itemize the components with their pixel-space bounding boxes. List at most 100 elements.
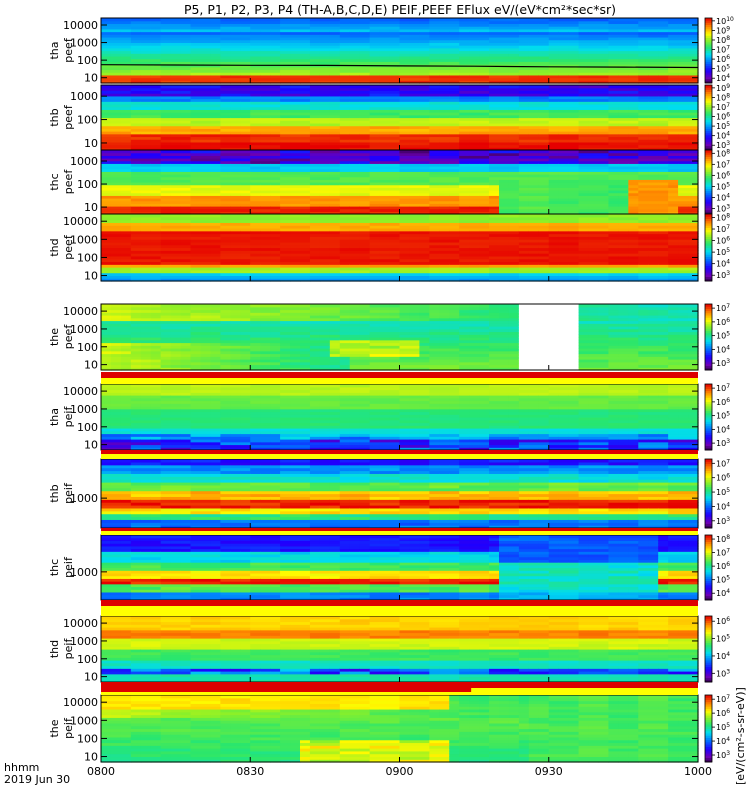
heatmap-cell [220,66,231,71]
heatmap-cell [379,61,391,65]
heatmap-cell [101,147,112,151]
heatmap-cell [329,36,341,41]
heatmap-cell [479,66,490,71]
heatmap-cell [240,66,251,71]
heatmap-cell [170,103,182,108]
heatmap-cell [120,112,132,116]
heatmap-cell [429,20,440,25]
heatmap-cell [409,18,420,22]
heatmap-cell [618,80,629,84]
heatmap-cell [230,55,241,60]
heatmap-cell [140,58,152,62]
heatmap-cell [220,47,231,52]
heatmap-cell [270,31,281,35]
heatmap-cell [140,133,152,138]
heatmap-cell [459,72,470,76]
heatmap-cell [160,31,172,35]
heatmap-cell [558,28,570,33]
heatmap-cell [558,69,570,73]
heatmap-cell [658,31,669,35]
heatmap-cell [150,139,162,143]
heatmap-cell [120,117,132,121]
heatmap-cell [309,136,321,140]
heatmap-cell [290,85,301,89]
heatmap-cell [489,69,500,73]
heatmap-cell [359,77,371,81]
heatmap-cell [389,23,401,27]
heatmap-cell [518,23,530,27]
heatmap-cell [220,18,231,22]
heatmap-cell [190,125,202,129]
heatmap-cell [399,61,411,65]
heatmap-cell [628,50,639,54]
heatmap-cell [140,64,152,68]
heatmap-cell [210,45,221,49]
heatmap-cell [469,53,480,57]
heatmap-cell [668,47,679,52]
heatmap-cell [300,106,311,110]
heatmap-cell [499,28,510,33]
heatmap-cell [598,53,610,57]
heatmap-cell [300,66,311,71]
heatmap-cell [638,66,649,71]
heatmap-cell [339,66,351,71]
heatmap-cell [379,53,391,57]
heatmap-cell [260,85,271,89]
heatmap-cell [200,39,212,43]
heatmap-cell [459,61,470,65]
heatmap-cell [190,112,202,116]
heatmap-cell [309,50,321,54]
heatmap-cell [130,139,142,143]
heatmap-cell [568,36,580,41]
heatmap-cell [130,112,142,116]
heatmap-cell [389,26,401,30]
heatmap-cell [210,95,221,100]
heatmap-cell [558,53,570,57]
heatmap-cell [598,18,610,22]
heatmap-cell [598,47,610,52]
heatmap-cell [479,42,490,46]
heatmap-cell [459,18,470,22]
heatmap-cell [270,136,281,140]
heatmap-cell [240,42,251,46]
heatmap-cell [280,42,291,46]
heatmap-cell [399,26,411,30]
heatmap-cell [120,106,132,110]
heatmap-cell [349,47,361,52]
heatmap-cell [648,36,659,41]
heatmap-cell [101,69,112,73]
heatmap-cell [101,214,112,218]
y-tick-label: 100 [77,54,98,67]
heatmap-cell [230,128,241,132]
heatmap-cell [120,125,132,129]
heatmap-cell [190,85,202,89]
heatmap-cell [260,31,271,35]
heatmap-cell [518,72,530,76]
heatmap-cell [568,31,580,35]
heatmap-cell [608,39,619,43]
heatmap-cell [230,20,241,25]
heatmap-cell [499,61,510,65]
heatmap-cell [548,64,560,68]
heatmap-cell [538,23,550,27]
heatmap-cell [110,45,122,49]
heatmap-cell [479,53,490,57]
heatmap-cell [379,69,391,73]
heatmap-cell [439,50,450,54]
heatmap-cell [518,53,530,57]
heatmap-cell [588,80,600,84]
heatmap-cell [678,28,689,33]
heatmap-cell [618,58,629,62]
heatmap-cell [389,80,401,84]
heatmap-cell [230,53,241,57]
heatmap-cell [578,72,590,76]
heatmap-cell [120,139,132,143]
heatmap-cell [399,47,411,52]
heatmap-cell [538,61,550,65]
heatmap-cell [479,80,490,84]
heatmap-cell [319,50,331,54]
heatmap-cell [260,74,271,79]
heatmap-cell [499,45,510,49]
heatmap-cell [658,58,669,62]
heatmap-cell [459,80,470,84]
